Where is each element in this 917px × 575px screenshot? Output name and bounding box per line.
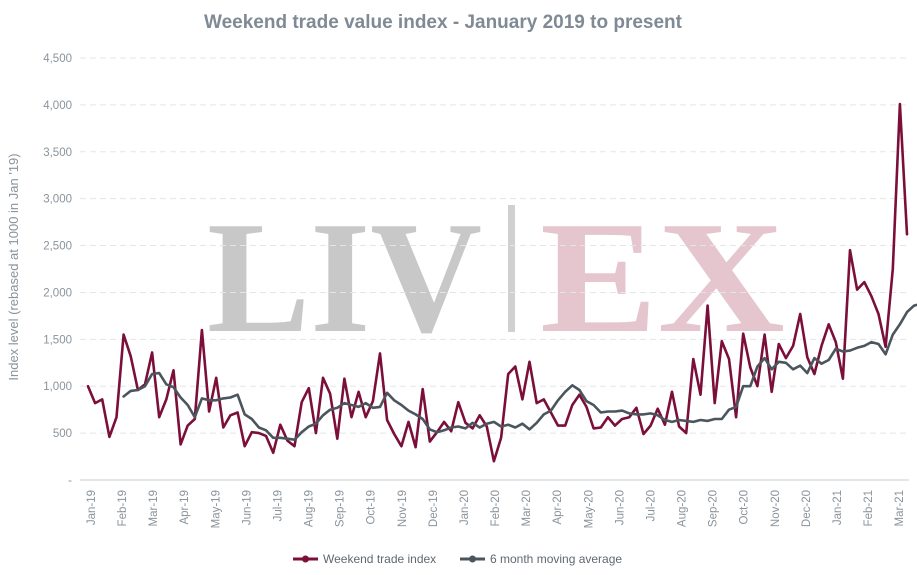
series-lines <box>86 102 917 463</box>
watermark-liv: LIV <box>207 188 482 366</box>
y-tick-label: 2,000 <box>43 287 72 299</box>
x-tick-label: Apr-19 <box>179 490 191 525</box>
x-tick-label: Feb-19 <box>117 490 129 526</box>
series-line-weekend-trade-index[interactable] <box>86 102 909 463</box>
x-tick-label: Feb-20 <box>490 490 502 526</box>
x-tick-label: Dec-19 <box>428 490 440 527</box>
x-tick-label: Dec-20 <box>801 490 813 527</box>
y-tick-label: - <box>68 475 72 487</box>
x-tick-label: Oct-20 <box>739 490 751 525</box>
x-axis: Jan-19 Feb-19 Mar-19 Apr-19 May-19 Jun-19 Jul-… <box>86 490 906 528</box>
x-tick-label: Jun-20 <box>614 490 626 525</box>
y-tick-label: 500 <box>53 428 72 440</box>
y-tick-label: 3,500 <box>43 147 72 159</box>
x-tick-label: May-19 <box>210 490 222 528</box>
y-tick-label: 4,500 <box>43 53 72 65</box>
x-tick-label: Jul-20 <box>645 490 657 521</box>
y-tick-label: 2,500 <box>43 241 72 253</box>
x-tick-label: Jul-19 <box>272 490 284 521</box>
x-tick-label: May-20 <box>583 490 595 528</box>
legend-marker-average <box>469 555 476 563</box>
y-tick-label: 1,000 <box>43 381 72 393</box>
x-tick-label: Jan-19 <box>86 490 98 525</box>
y-tick-label: 1,500 <box>43 334 72 346</box>
legend: Weekend trade index 6 month moving avera… <box>293 552 622 566</box>
x-tick-label: Mar-21 <box>894 490 906 526</box>
y-axis-title: Index level (rebased at 1000 in Jan '19) <box>6 153 21 380</box>
x-tick-label: Mar-19 <box>148 490 160 526</box>
x-tick-label: Oct-19 <box>366 490 378 525</box>
x-tick-label: Feb-21 <box>863 490 875 526</box>
chart-title: Weekend trade value index - January 2019… <box>204 12 683 33</box>
x-tick-label: Sep-20 <box>708 490 720 527</box>
grid-lines <box>80 57 909 481</box>
legend-item-moving-average[interactable]: 6 month moving average <box>460 552 622 566</box>
x-tick-label: Nov-19 <box>397 490 409 527</box>
x-tick-label: Apr-20 <box>552 490 564 525</box>
watermark-divider <box>508 205 515 332</box>
x-tick-label: Jun-19 <box>241 490 253 525</box>
legend-marker-weekend <box>302 555 309 563</box>
x-tick-label: Nov-20 <box>770 490 782 527</box>
legend-label-average: 6 month moving average <box>490 552 622 566</box>
x-tick-label: Aug-19 <box>304 490 316 527</box>
series-line-moving-average[interactable] <box>122 261 917 442</box>
x-tick-label: Jan-21 <box>832 490 844 525</box>
x-tick-label: Aug-20 <box>677 490 689 527</box>
legend-item-weekend-trade-index[interactable]: Weekend trade index <box>293 552 436 566</box>
y-axis: - 500 1,000 1,500 2,000 2,500 3,000 3,500 4,000 4… <box>43 53 72 487</box>
x-tick-label: Mar-20 <box>521 490 533 526</box>
x-tick-label: Jan-20 <box>459 490 471 525</box>
legend-label-weekend: Weekend trade index <box>323 552 436 566</box>
y-tick-label: 3,000 <box>43 194 72 206</box>
y-tick-label: 4,000 <box>43 100 72 112</box>
x-tick-label: Sep-19 <box>335 490 347 527</box>
